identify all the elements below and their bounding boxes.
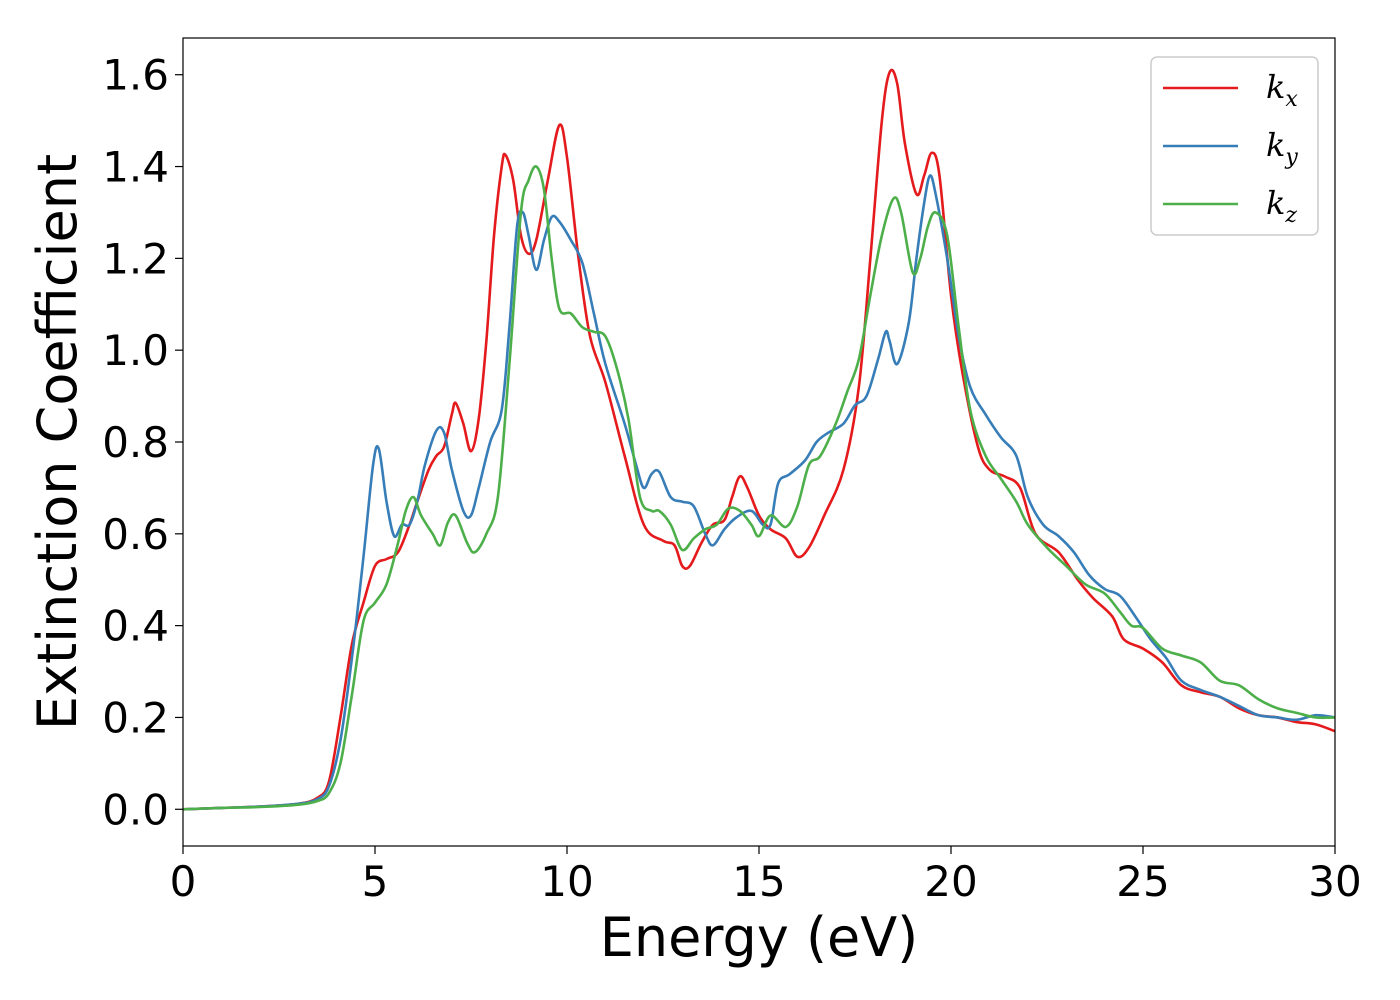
- legend: kx ky kz: [1150, 56, 1319, 236]
- y-axis-ticks: 0.0 0.2 0.4 0.6 0.8 1.0 1.2 1.4 1.6: [102, 51, 183, 834]
- y-tick-label: 1.4: [102, 143, 169, 192]
- x-tick-label: 5: [362, 857, 389, 906]
- x-tick-label: 20: [924, 857, 977, 906]
- y-tick-label: 1.2: [102, 234, 169, 283]
- plot-lines: [183, 68, 1335, 811]
- series-line-kz: [183, 165, 1335, 811]
- x-axis-label: Energy (eV): [600, 906, 919, 969]
- series-line-ky: [183, 174, 1335, 811]
- x-tick-label: 10: [540, 857, 593, 906]
- legend-label-kx: kx: [1266, 68, 1298, 112]
- x-tick-label: 25: [1116, 857, 1169, 906]
- x-tick-label: 15: [732, 857, 785, 906]
- y-tick-label: 0.8: [102, 418, 169, 467]
- legend-label-ky: ky: [1266, 126, 1298, 170]
- y-tick-label: 1.0: [102, 326, 169, 375]
- legend-label-kz: kz: [1266, 184, 1297, 228]
- series-line-kx: [183, 68, 1335, 811]
- y-tick-label: 0.4: [102, 602, 169, 651]
- y-tick-label: 0.6: [102, 510, 169, 559]
- y-axis-label: Extinction Coefficient: [26, 154, 89, 730]
- x-axis-ticks: 0 5 10 15 20 25 30: [170, 846, 1362, 906]
- y-tick-label: 0.0: [102, 785, 169, 834]
- x-tick-label: 0: [170, 857, 197, 906]
- y-tick-label: 1.6: [102, 51, 169, 100]
- plot-frame: [182, 37, 1336, 847]
- x-tick-label: 30: [1308, 857, 1361, 906]
- y-tick-label: 0.2: [102, 693, 169, 742]
